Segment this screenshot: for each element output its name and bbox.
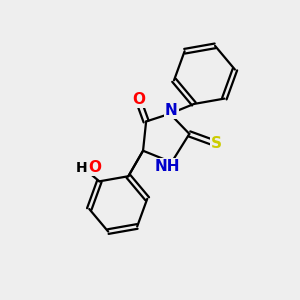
- Text: NH: NH: [154, 159, 180, 174]
- Text: O: O: [132, 92, 145, 107]
- Text: H: H: [76, 160, 88, 175]
- Text: S: S: [211, 136, 222, 152]
- Text: O: O: [88, 160, 101, 175]
- Text: N: N: [165, 103, 178, 118]
